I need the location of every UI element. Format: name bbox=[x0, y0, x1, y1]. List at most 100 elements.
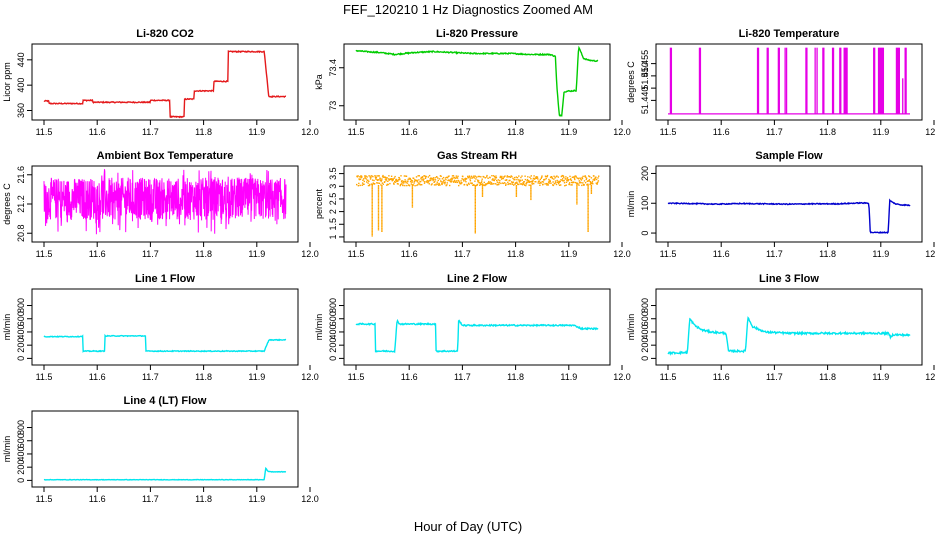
data-point bbox=[385, 179, 387, 182]
data-point bbox=[364, 175, 366, 177]
data-point bbox=[508, 176, 511, 178]
data-point bbox=[495, 175, 497, 177]
data-point bbox=[576, 197, 578, 199]
data-point bbox=[368, 175, 370, 177]
data-point bbox=[381, 201, 383, 204]
data-point bbox=[400, 180, 403, 183]
figure-title: FEF_120210 1 Hz Diagnostics Zoomed AM bbox=[343, 2, 593, 17]
data-point bbox=[381, 182, 383, 184]
x-tick-label: 11.6 bbox=[401, 372, 418, 382]
data-point bbox=[432, 179, 434, 182]
y-tick-label: 600 bbox=[328, 311, 338, 326]
data-point bbox=[576, 201, 578, 204]
data-point bbox=[422, 178, 424, 180]
data-point bbox=[381, 185, 383, 187]
data-point bbox=[496, 184, 498, 186]
y-tick-label: 400 bbox=[16, 446, 26, 461]
data-point bbox=[519, 179, 521, 181]
data-point bbox=[511, 183, 514, 185]
data-point bbox=[548, 182, 551, 184]
data-point bbox=[587, 197, 589, 199]
data-point bbox=[442, 181, 444, 183]
data-point bbox=[371, 194, 373, 196]
y-tick-label: 1.5 bbox=[328, 218, 338, 231]
data-point bbox=[558, 184, 561, 186]
data-point bbox=[481, 183, 484, 185]
y-tick-label: 400 bbox=[16, 78, 26, 93]
data-point bbox=[499, 175, 502, 178]
data-point bbox=[514, 176, 516, 179]
data-point bbox=[474, 229, 476, 231]
data-point bbox=[371, 210, 373, 213]
plot-frame bbox=[31, 288, 299, 366]
data-point bbox=[416, 181, 419, 183]
y-axis-label: degrees C bbox=[2, 183, 12, 225]
x-tick-label: 11.6 bbox=[713, 372, 730, 382]
data-point bbox=[371, 197, 373, 199]
data-point bbox=[371, 206, 373, 208]
data-point bbox=[411, 197, 414, 199]
data-point bbox=[416, 179, 418, 182]
data-point bbox=[381, 210, 383, 213]
data-point bbox=[567, 179, 570, 181]
data-point bbox=[474, 188, 476, 190]
data-point bbox=[597, 177, 599, 179]
y-axis-label: ml/min bbox=[626, 191, 636, 218]
data-point bbox=[530, 192, 532, 194]
y-tick-label: 400 bbox=[640, 324, 650, 339]
data-point bbox=[516, 181, 518, 183]
data-point bbox=[371, 221, 373, 223]
data-point bbox=[590, 192, 593, 194]
data-point bbox=[579, 177, 581, 179]
data-point bbox=[377, 201, 380, 204]
data-point bbox=[474, 232, 476, 234]
data-point bbox=[518, 175, 520, 177]
data-point bbox=[445, 176, 448, 179]
data-point bbox=[515, 191, 518, 193]
x-tick-label: 11.9 bbox=[560, 249, 577, 259]
data-point bbox=[566, 177, 569, 179]
data-point bbox=[561, 174, 564, 177]
data-point bbox=[474, 223, 476, 225]
data-point bbox=[530, 185, 532, 187]
data-point bbox=[591, 180, 594, 183]
panel-title: Li-820 Pressure bbox=[436, 28, 518, 40]
data-point bbox=[401, 180, 403, 182]
data-point bbox=[371, 223, 373, 225]
data-point bbox=[516, 177, 519, 179]
data-point bbox=[420, 176, 422, 179]
x-tick-label: 11.7 bbox=[142, 372, 159, 382]
data-point bbox=[436, 183, 439, 185]
data-point bbox=[426, 181, 428, 183]
data-point bbox=[423, 178, 425, 180]
data-point bbox=[530, 197, 532, 199]
data-point bbox=[587, 227, 589, 229]
data-point bbox=[387, 183, 389, 186]
data-point bbox=[411, 206, 414, 208]
x-tick-label: 11.6 bbox=[713, 249, 730, 259]
data-point bbox=[392, 178, 394, 180]
data-point bbox=[428, 180, 430, 182]
x-tick-label: 11.8 bbox=[195, 249, 212, 259]
data-point bbox=[524, 184, 526, 186]
data-point bbox=[554, 177, 556, 179]
data-point bbox=[372, 182, 375, 185]
data-point bbox=[386, 177, 388, 179]
data-point bbox=[434, 180, 436, 183]
data-point bbox=[570, 179, 573, 182]
data-point bbox=[497, 179, 500, 181]
data-point bbox=[478, 175, 481, 178]
data-point bbox=[437, 179, 439, 182]
data-point bbox=[527, 176, 529, 178]
data-point bbox=[475, 178, 477, 180]
data-point bbox=[359, 176, 361, 178]
data-point bbox=[561, 175, 563, 178]
data-point bbox=[381, 194, 383, 196]
data-point bbox=[474, 189, 476, 191]
data-point bbox=[530, 198, 532, 201]
data-point bbox=[534, 178, 536, 180]
data-point bbox=[368, 180, 370, 182]
x-tick-label: 11.5 bbox=[348, 127, 365, 137]
plot-frame bbox=[343, 288, 611, 366]
data-point bbox=[393, 182, 395, 184]
